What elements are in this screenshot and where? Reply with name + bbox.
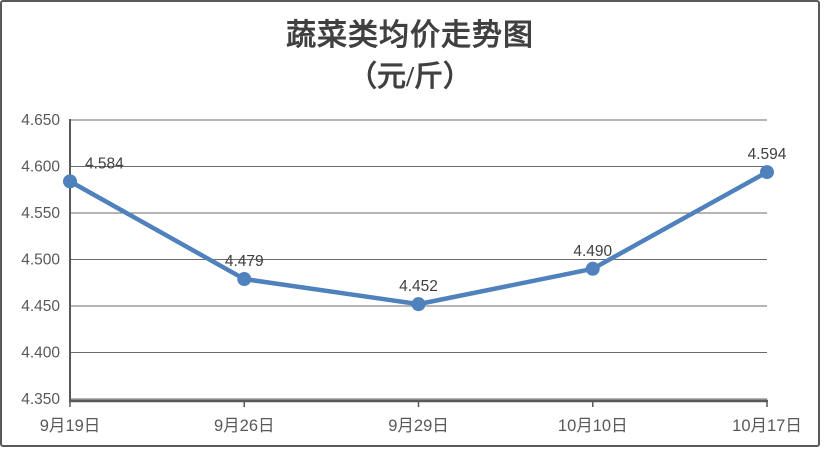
- data-point-label: 4.490: [573, 243, 612, 260]
- y-axis-tick-label: 4.450: [21, 298, 60, 315]
- data-point-marker: [411, 297, 426, 312]
- data-point-label: 4.584: [85, 155, 124, 172]
- x-axis-tick-label: 9月26日: [214, 417, 275, 435]
- x-axis-tick-label: 9月29日: [388, 417, 449, 435]
- data-point-marker: [760, 165, 774, 180]
- data-point-label: 4.594: [748, 146, 787, 163]
- data-point-label: 4.479: [225, 253, 264, 270]
- y-axis-tick-label: 4.500: [21, 252, 60, 269]
- y-axis-tick-label: 4.400: [21, 345, 60, 362]
- y-axis-tick-label: 4.600: [21, 159, 60, 176]
- y-axis-tick-label: 4.350: [21, 391, 60, 408]
- data-point-marker: [63, 174, 77, 189]
- data-point-label: 4.452: [399, 278, 438, 295]
- data-point-marker: [585, 261, 600, 276]
- y-axis-tick-label: 4.650: [21, 112, 60, 129]
- x-axis-tick-label: 10月10日: [558, 417, 628, 435]
- x-axis-tick-label: 9月19日: [40, 417, 101, 435]
- x-axis-tick-label: 10月17日: [732, 417, 802, 435]
- y-axis-tick-label: 4.550: [21, 205, 60, 222]
- line-chart: 4.650 4.600 4.550 4.500 4.450 4.400 4.350 9月19日…: [21, 112, 802, 435]
- data-point-marker: [237, 272, 252, 287]
